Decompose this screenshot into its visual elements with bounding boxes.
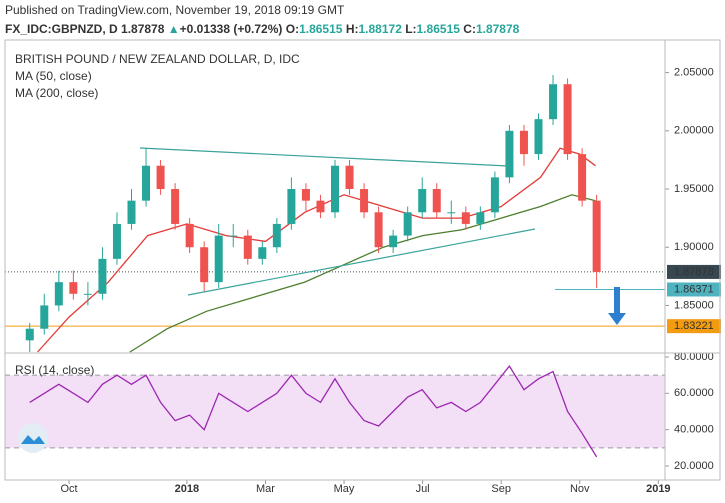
legend-title: BRITISH POUND / NEW ZEALAND DOLLAR, D, I… [15,52,300,66]
symbol-line: FX_IDC:GBPNZD, D 1.87878 ▲+0.01338 (+0.7… [5,22,520,36]
ma50-line [37,147,596,353]
rsi-y-tick-label: 60.0000 [674,387,714,399]
l-label: L: [405,22,416,36]
y-tick-label: 1.95000 [674,183,714,195]
candle-body [243,235,252,259]
symbol: FX_IDC:GBPNZD, D [5,22,118,36]
candle-body [490,177,499,213]
candle-body [287,189,296,224]
candle-body [54,282,63,306]
candle-body [563,84,572,155]
plot-area: 2.05000 2.00000 1.95000 1.90000 1.85000 80.00… [5,67,721,495]
price-label: 1.86371 [674,283,714,295]
candle-body [476,212,485,224]
down-arrow [608,287,626,325]
y-tick-label: 2.05000 [674,67,714,79]
candle-body [592,200,601,272]
rsi-line [29,364,598,458]
candle-body [127,200,136,224]
candle-body [403,212,412,236]
candle-body [229,235,238,237]
change: +0.01338 (+0.72%) [180,22,283,36]
candle-body [360,189,369,213]
x-tick-label: Mar [256,483,275,495]
x-tick-label: Oct [60,483,77,495]
arrow: ▲ [168,22,180,36]
candle-body [258,247,267,259]
x-tick-label: Nov [570,483,590,495]
trendline-lower [187,228,536,296]
candle-body [25,328,34,341]
candle-body [519,130,528,155]
candle-body [156,165,165,190]
rsi-y-tick-label: 20.0000 [674,460,714,472]
price-label-box [667,319,721,334]
candle-body [389,235,398,248]
legend-ma200: MA (200, close) [15,86,98,100]
candle-body [316,200,325,213]
price-label-box [667,282,721,297]
candle-body [83,293,92,295]
x-tick-label: 2019 [646,483,670,495]
candle-body [214,235,223,283]
candle-body [40,305,49,329]
rsi-y-tick-label: 40.0000 [674,424,714,436]
candle-body [461,212,470,224]
candle-body [112,223,121,259]
x-tick-label: Jul [416,483,430,495]
candle-body [171,189,180,224]
l-value: 1.86515 [417,22,461,36]
price-label: 1.87878 [674,266,714,278]
c-label: C: [463,22,476,36]
rsi-band [5,375,665,448]
x-tick-label: May [334,483,355,495]
price-label: 1.83221 [674,320,714,332]
candle-body [578,154,587,201]
y-tick-label: 1.85000 [674,299,714,311]
rsi-y-tick-label: 80.0000 [674,351,714,363]
legend-ma50: MA (50, close) [15,69,92,83]
candle-body [374,212,383,248]
last: 1.87878 [121,22,165,36]
candle-body [447,212,456,214]
o-label: O: [286,22,299,36]
candle-body [272,223,281,248]
y-tick-label: 2.00000 [674,125,714,137]
logo [18,423,48,453]
trendline-upper [139,147,509,167]
candle-body [331,165,339,213]
published-line: Published on TradingView.com, November 1… [5,3,345,17]
ma200-line [129,194,596,353]
o-value: 1.86515 [299,22,343,36]
x-tick-label: Sep [491,483,511,495]
candle-body [418,189,427,213]
candle-body [301,189,310,201]
c-value: 1.87878 [476,22,520,36]
rsi-title: RSI (14, close) [15,363,94,377]
candle-body [200,247,209,283]
price-label-box [667,264,721,279]
candle-body [185,223,194,248]
candle-body [345,165,354,190]
candle-body [142,165,151,201]
y-tick-label: 1.90000 [674,241,714,253]
candle-body [549,84,558,120]
candle-body [98,258,107,294]
candle-body [505,130,514,178]
h-value: 1.88172 [358,22,402,36]
candle-body [432,189,441,213]
candle-body [69,282,78,294]
h-label: H: [346,22,359,36]
candle-body [534,119,543,155]
frame [4,39,721,481]
x-tick-label: 2018 [175,483,199,495]
